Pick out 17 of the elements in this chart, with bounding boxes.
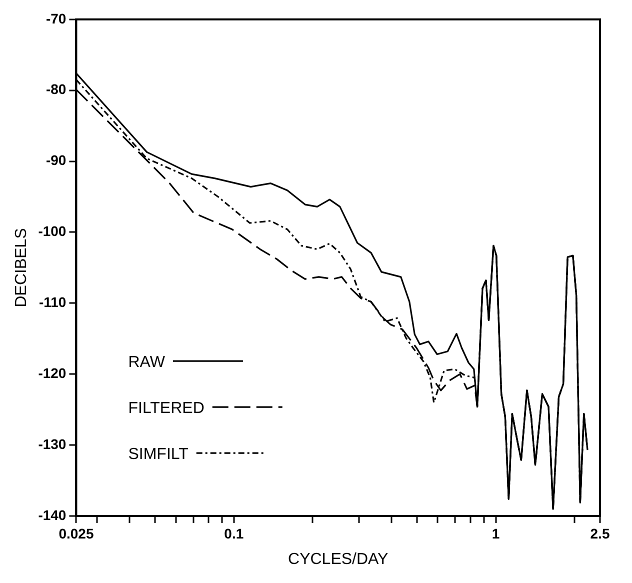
y-tick-label: -120 (38, 364, 66, 381)
legend-label: SIMFILT (128, 446, 189, 464)
y-tick-label: -70 (46, 10, 66, 26)
x-tick-label: 1 (492, 525, 500, 542)
y-tick-label: -80 (46, 81, 66, 98)
y-tick-label: -90 (46, 152, 66, 168)
y-tick-label: -140 (38, 506, 66, 523)
y-tick-label: -130 (38, 436, 66, 452)
legend-label: FILTERED (128, 400, 204, 418)
x-tick-label: 0.1 (224, 525, 244, 542)
x-tick-label: 0.025 (58, 525, 94, 542)
legend-label: RAW (128, 354, 166, 372)
y-tick-label: -100 (38, 223, 66, 240)
x-tick-label: 2.5 (590, 525, 610, 542)
y-tick-label: -110 (38, 294, 66, 310)
x-axis-title: CYCLES/DAY (288, 550, 389, 568)
y-axis-title: DECIBELS (13, 228, 30, 308)
